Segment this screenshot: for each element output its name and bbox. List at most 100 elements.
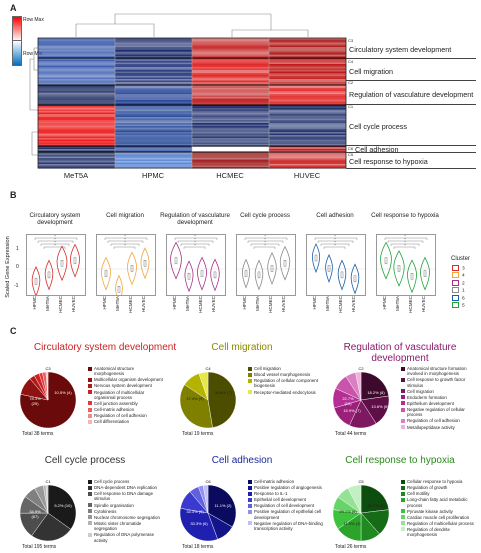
violin-category-label: HUVEC bbox=[71, 296, 76, 313]
heatmap-row-segment bbox=[115, 133, 192, 136]
heatmap-row-segment bbox=[115, 85, 192, 87]
heatmap-row-segment bbox=[38, 108, 115, 110]
pie-legend-item: Cell-matrix adhesion bbox=[248, 479, 324, 484]
heatmap-row-segment bbox=[115, 76, 192, 78]
heatmap-row-segment bbox=[115, 129, 192, 131]
pie-legend-item: Epithelial cell development bbox=[248, 497, 324, 502]
violin-plot-frame: * * * * bbox=[236, 234, 296, 296]
heatmap-row-segment bbox=[38, 126, 115, 128]
pie-slice-label: 13.6% (6) bbox=[371, 404, 389, 409]
heatmap-row-segment bbox=[269, 121, 346, 124]
pie-legend-item: Regulation of dendrite morphogenesis bbox=[401, 527, 477, 538]
heatmap-row-segment bbox=[115, 147, 192, 150]
heatmap-row-segment bbox=[115, 70, 192, 72]
heatmap-row-segment bbox=[38, 142, 115, 145]
significance-bracket bbox=[250, 243, 280, 246]
heatmap-row-segment bbox=[38, 153, 115, 156]
heatmap-row-segment bbox=[115, 132, 192, 134]
pie-legend-swatch bbox=[88, 413, 92, 418]
pie-legend: Cell migration Blood vessel morphogenesis… bbox=[248, 366, 324, 396]
heatmap-row-segment bbox=[192, 121, 269, 124]
heatmap-row-segment bbox=[192, 64, 269, 66]
heatmap-row-segment bbox=[38, 103, 115, 105]
heatmap-row-segment bbox=[269, 95, 346, 98]
heatmap-row-segment bbox=[38, 59, 115, 62]
pie-legend-item: Regulation of cell adhesion bbox=[401, 418, 477, 423]
heatmap-row-segment bbox=[115, 124, 192, 127]
pie-legend-item: Regulation of cellular component biogene… bbox=[248, 378, 324, 389]
violin-category-label: HPMC bbox=[242, 296, 247, 310]
violin-plot-frame: * * * * bbox=[306, 234, 366, 296]
heatmap-row-segment bbox=[269, 105, 346, 107]
cluster-divider bbox=[346, 145, 476, 146]
pie-legend: Anatomical structure formation involved … bbox=[401, 366, 477, 431]
heatmap-row-segment bbox=[269, 76, 346, 78]
pie-legend-label: Positive regulation of angiogenesis bbox=[254, 485, 322, 491]
pie-slice-label: 33.3% (6) bbox=[190, 521, 208, 526]
significance-bracket bbox=[390, 243, 420, 246]
heatmap-row-segment bbox=[38, 95, 115, 98]
heatmap-row-segment bbox=[38, 80, 115, 83]
cluster-divider bbox=[346, 152, 476, 153]
pie-slice bbox=[38, 372, 49, 401]
violin-box bbox=[353, 275, 357, 282]
cluster-id-c2: C2 bbox=[348, 80, 354, 85]
pie-legend-item: Cell migration bbox=[248, 366, 324, 371]
heatmap-row-segment bbox=[115, 39, 192, 42]
pie-legend-label: Cell migration bbox=[407, 388, 434, 394]
pie-slice bbox=[33, 373, 49, 401]
pie-slice bbox=[360, 509, 390, 535]
heatmap-row-segment bbox=[115, 121, 192, 124]
heatmap-row-segment bbox=[38, 114, 115, 116]
heatmap-row-segment bbox=[38, 121, 115, 124]
heatmap-row-segment bbox=[269, 150, 346, 153]
violin-box bbox=[34, 278, 38, 285]
pie-chart: C6 bbox=[179, 479, 237, 542]
heatmap-row-segment bbox=[38, 141, 115, 143]
heatmap-row-segment bbox=[192, 139, 269, 142]
heatmap-row-segment bbox=[115, 97, 192, 99]
pie-slice bbox=[360, 512, 380, 542]
heatmap-row-segment bbox=[192, 83, 269, 86]
heatmap-row-segment bbox=[269, 47, 346, 49]
heatmap-row-segment bbox=[38, 65, 115, 68]
violin-category-label: HPMC bbox=[172, 296, 177, 310]
significance-star: * bbox=[124, 244, 126, 248]
heatmap-row-segment bbox=[38, 146, 115, 148]
column-dendrogram bbox=[75, 13, 309, 37]
pie-legend-label: Regulation of dendrite morphogenesis bbox=[407, 526, 450, 538]
pie-title: Cell cycle process bbox=[44, 455, 126, 466]
pie-total: Total 44 terms bbox=[335, 431, 367, 437]
heatmap-row-segment bbox=[38, 86, 115, 89]
heatmap-row-segment bbox=[38, 91, 115, 93]
significance-bracket bbox=[177, 240, 214, 243]
significance-bracket bbox=[314, 237, 358, 240]
pie-legend-swatch bbox=[401, 527, 405, 532]
heatmap-row-segment bbox=[192, 158, 269, 160]
significance-star: * bbox=[334, 238, 336, 242]
violin-box bbox=[117, 286, 121, 293]
heatmap-row-segment bbox=[38, 109, 115, 112]
significance-bracket bbox=[43, 246, 66, 249]
heatmap-row-segment bbox=[269, 136, 346, 139]
violin-shape bbox=[197, 256, 207, 291]
violin-box bbox=[174, 257, 178, 264]
pie-cluster-id: C6 bbox=[205, 479, 211, 484]
violin-box bbox=[327, 265, 331, 272]
heatmap-row-segment bbox=[269, 161, 346, 163]
heatmap-row-segment bbox=[192, 146, 269, 148]
heatmap-row-segment bbox=[115, 153, 192, 156]
pie-legend-item: Endoderm formation bbox=[401, 395, 477, 400]
pie-legend-item: Cell junction assembly bbox=[88, 401, 164, 406]
pie-legend-swatch bbox=[401, 491, 405, 496]
heatmap-row-segment bbox=[192, 126, 269, 128]
heatmap-row-segment bbox=[192, 114, 269, 116]
heatmap-row-segment bbox=[115, 83, 192, 86]
heatmap-row-segment bbox=[192, 130, 269, 133]
pie-slice bbox=[189, 486, 209, 514]
heatmap-row-segment bbox=[38, 164, 115, 166]
heatmap-row-segment bbox=[269, 133, 346, 136]
heatmap-row-segment bbox=[192, 41, 269, 43]
pie-slice-label: 78.3% (29) bbox=[29, 396, 41, 406]
violin-box bbox=[47, 271, 51, 279]
